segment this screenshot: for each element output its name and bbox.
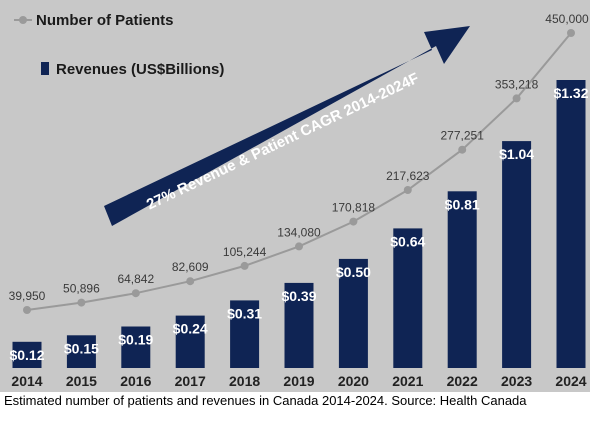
patients-point (458, 145, 467, 154)
x-tick-label: 2015 (66, 373, 97, 389)
cagr-arrow: 27% Revenue & Patient CAGR 2014-2024F (104, 26, 470, 226)
patients-point-label: 50,896 (63, 282, 100, 296)
patients-point (186, 277, 195, 286)
legend: Number of Patients Revenues (US$Billions… (14, 12, 224, 78)
x-tick-label: 2021 (392, 373, 423, 389)
revenue-bar-label: $0.19 (118, 332, 153, 348)
chart-area: 27% Revenue & Patient CAGR 2014-2024F Nu… (0, 0, 590, 392)
patients-point (77, 298, 86, 307)
figure-caption: Estimated number of patients and revenue… (4, 393, 527, 408)
x-tick-label: 2017 (175, 373, 206, 389)
revenue-bar (447, 191, 477, 368)
legend-patients-marker-icon (19, 16, 27, 24)
revenue-bar (556, 80, 586, 368)
revenue-bar-label: $0.81 (445, 196, 480, 212)
patients-point-label: 450,000 (545, 12, 589, 26)
revenue-bar-label: $0.50 (336, 264, 371, 280)
revenue-bar (121, 326, 151, 368)
patients-point-label: 134,080 (277, 225, 321, 239)
bars: $0.12 $0.15 $0.19 $0.24 $0.31 $0.39 $0.50 $0.64… (9, 80, 589, 368)
revenue-bar-label: $1.04 (499, 146, 534, 162)
revenue-bar (284, 282, 314, 368)
revenue-bar-label: $0.12 (9, 347, 44, 363)
revenue-bar (66, 335, 96, 368)
x-tick-label: 2019 (283, 373, 314, 389)
revenue-bar (393, 228, 423, 368)
x-tick-label: 2020 (338, 373, 369, 389)
patients-point-label: 64,842 (117, 272, 154, 286)
legend-patients-label: Number of Patients (36, 12, 174, 29)
revenue-bar-label: $0.15 (64, 340, 99, 356)
revenue-bar-label: $0.31 (227, 305, 262, 321)
x-tick-label: 2024 (555, 373, 586, 389)
cagr-annotation: 27% Revenue & Patient CAGR 2014-2024F (144, 70, 422, 214)
patients-line: 39,950 50,896 64,842 82,609 105,244 134,080 17… (9, 12, 589, 314)
patients-point-label: 82,609 (172, 260, 209, 274)
legend-item-revenues: Revenues (US$Billions) (41, 61, 224, 78)
patients-point (295, 242, 303, 251)
revenue-bar (175, 315, 205, 368)
patients-point (403, 186, 412, 194)
patients-point (349, 217, 358, 226)
patients-point (512, 94, 521, 103)
patients-point-label: 170,818 (332, 201, 376, 215)
legend-revenues-label: Revenues (US$Billions) (56, 61, 224, 78)
legend-item-patients: Number of Patients (14, 12, 174, 29)
revenue-bar (12, 341, 42, 368)
revenue-bar (230, 300, 260, 368)
patients-point-label: 39,950 (9, 289, 46, 303)
revenue-bar (502, 141, 532, 368)
cagr-arrow-shape (104, 26, 470, 226)
revenue-bar (338, 258, 368, 368)
x-tick-label: 2014 (11, 373, 42, 389)
chart-svg: 27% Revenue & Patient CAGR 2014-2024F Nu… (9, 12, 589, 389)
x-tick-label: 2018 (229, 373, 260, 389)
patients-point-label: 277,251 (441, 129, 485, 143)
patients-point-label: 353,218 (495, 77, 539, 91)
x-tick-label: 2022 (447, 373, 478, 389)
patients-point-label: 105,244 (223, 245, 267, 259)
patients-point-label: 217,623 (386, 169, 430, 183)
x-tick-label: 2023 (501, 373, 532, 389)
x-tick-label: 2016 (120, 373, 151, 389)
patients-point (23, 306, 31, 314)
revenue-bar-label: $0.39 (281, 288, 316, 304)
x-axis: 2014 2015 2016 2017 2018 2019 2020 2021 2022 2023… (11, 373, 586, 389)
revenue-bar-label: $0.64 (390, 233, 425, 249)
patients-point (131, 289, 140, 298)
patients-point (567, 29, 575, 37)
revenue-bar-label: $0.24 (173, 321, 208, 337)
legend-revenues-swatch-icon (41, 62, 49, 75)
patients-point (240, 261, 249, 270)
revenue-bar-label: $1.32 (553, 85, 588, 101)
